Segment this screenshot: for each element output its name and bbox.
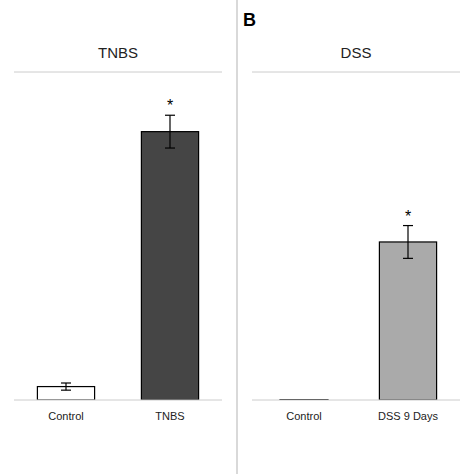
title: DSS — [341, 44, 372, 61]
error-cap — [165, 147, 175, 148]
error-bar — [403, 226, 413, 259]
tick-label: Control — [48, 410, 83, 422]
panel-divider — [236, 0, 238, 474]
error-cap — [61, 382, 71, 383]
title: TNBS — [98, 44, 138, 61]
bar — [379, 242, 436, 400]
error-line — [407, 226, 408, 259]
chart: TNBS Control TNBS * DSS Control DSS 9 Days * B — [0, 0, 474, 474]
tick-label: TNBS — [155, 410, 184, 422]
annotation: * — [405, 208, 411, 225]
tick-label: Control — [286, 410, 321, 422]
marks — [37, 115, 198, 400]
x-axis-line — [252, 400, 460, 401]
panel-label: B — [243, 10, 256, 30]
panel: TNBS Control TNBS * — [14, 44, 222, 422]
marks — [279, 226, 436, 400]
error-cap — [403, 225, 413, 226]
bar — [141, 132, 198, 400]
tick-label: DSS 9 Days — [378, 410, 438, 422]
x-axis-line — [14, 400, 222, 401]
annotation: * — [167, 97, 173, 114]
error-cap — [165, 115, 175, 116]
page: {"chart_data": [ {"type": "bar", "title"… — [0, 0, 474, 474]
panel: DSS Control DSS 9 Days * B — [243, 10, 460, 422]
error-line — [169, 115, 170, 148]
top-rule — [14, 72, 222, 73]
error-bar — [61, 383, 71, 390]
error-line — [65, 383, 66, 390]
top-rule — [252, 72, 460, 73]
error-cap — [403, 258, 413, 259]
error-cap — [61, 390, 71, 391]
error-bar — [165, 115, 175, 148]
